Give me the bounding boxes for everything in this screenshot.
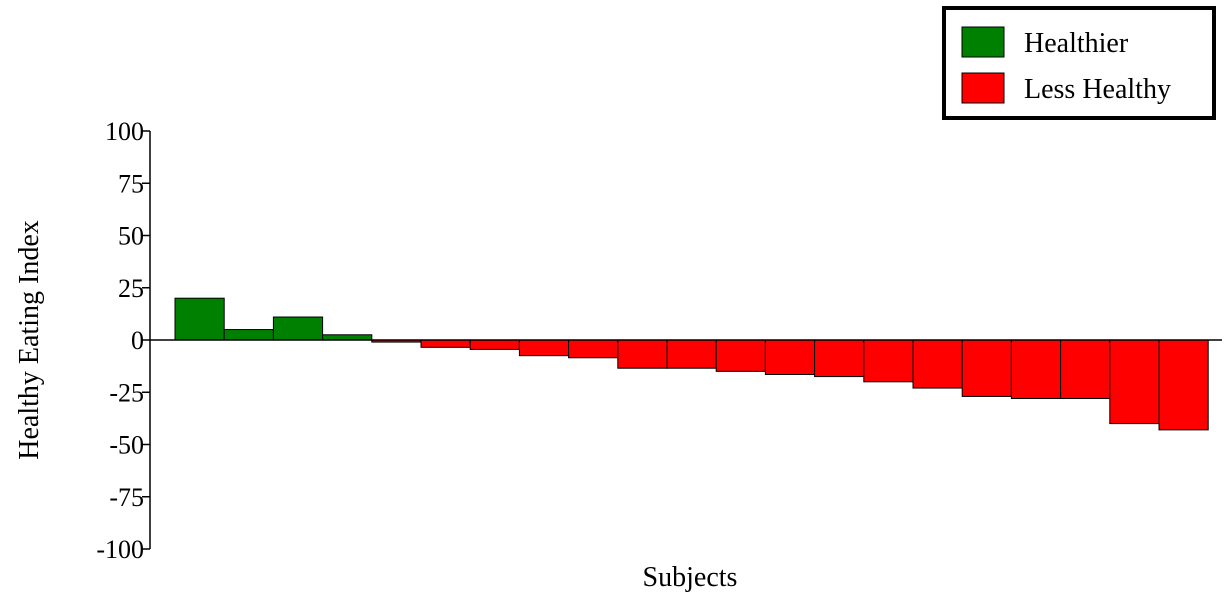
bar-3 bbox=[272, 316, 324, 341]
bar-11 bbox=[666, 339, 717, 369]
y-tick-label: -100 bbox=[96, 535, 144, 564]
bar-6 bbox=[420, 339, 471, 348]
bar-7 bbox=[469, 339, 520, 350]
legend-label-healthier: Healthier bbox=[1024, 28, 1129, 59]
bars-group bbox=[174, 297, 1209, 431]
y-tick-label: -50 bbox=[109, 431, 144, 460]
y-tick-label: 50 bbox=[118, 222, 144, 251]
legend-swatch-less-healthy bbox=[961, 72, 1005, 104]
bar-16 bbox=[912, 339, 963, 389]
y-axis-label: Healthy Eating Index bbox=[14, 220, 45, 459]
bar-21 bbox=[1158, 339, 1209, 431]
bar-14 bbox=[814, 339, 865, 378]
y-tick-label: -75 bbox=[109, 483, 144, 512]
bar-19 bbox=[1060, 339, 1111, 400]
y-tick-label: 25 bbox=[118, 274, 144, 303]
y-tick-label: 100 bbox=[105, 117, 144, 146]
legend-label-less-healthy: Less Healthy bbox=[1024, 74, 1171, 105]
bar-17 bbox=[961, 339, 1012, 397]
x-axis-label: Subjects bbox=[643, 562, 738, 593]
legend-swatch-healthier bbox=[961, 26, 1005, 58]
y-ticks-group: 100 75 50 25 0 -25 -50 -75 -100 bbox=[96, 117, 150, 564]
bar-12 bbox=[715, 339, 766, 372]
bar-13 bbox=[764, 339, 816, 375]
y-tick-label: -25 bbox=[109, 378, 144, 407]
bar-2 bbox=[223, 329, 274, 341]
bar-18 bbox=[1010, 339, 1062, 400]
bar-9 bbox=[568, 339, 619, 359]
y-tick-label: 0 bbox=[131, 326, 144, 355]
bar-8 bbox=[518, 339, 570, 357]
bar-10 bbox=[617, 339, 668, 369]
legend: Healthier Less Healthy bbox=[942, 6, 1216, 120]
bar-1 bbox=[174, 297, 225, 341]
y-tick-label: 75 bbox=[118, 169, 144, 198]
bar-4 bbox=[322, 334, 373, 341]
bar-20 bbox=[1109, 339, 1160, 425]
bar-15 bbox=[863, 339, 914, 383]
